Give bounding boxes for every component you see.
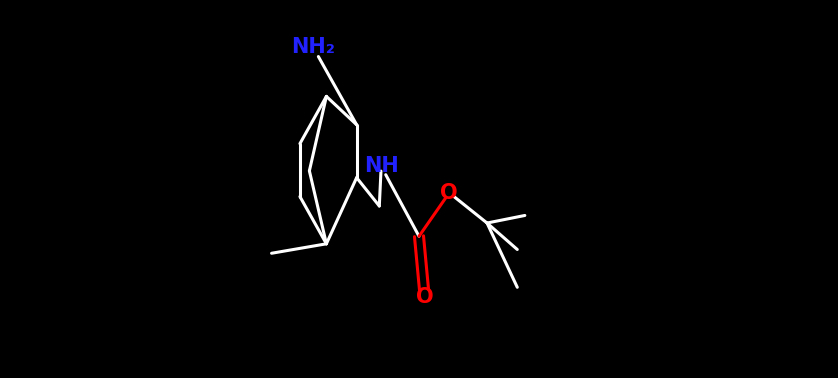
Text: O: O: [441, 183, 458, 203]
Text: O: O: [416, 287, 433, 307]
Text: NH: NH: [364, 156, 399, 176]
Text: NH₂: NH₂: [292, 37, 335, 57]
